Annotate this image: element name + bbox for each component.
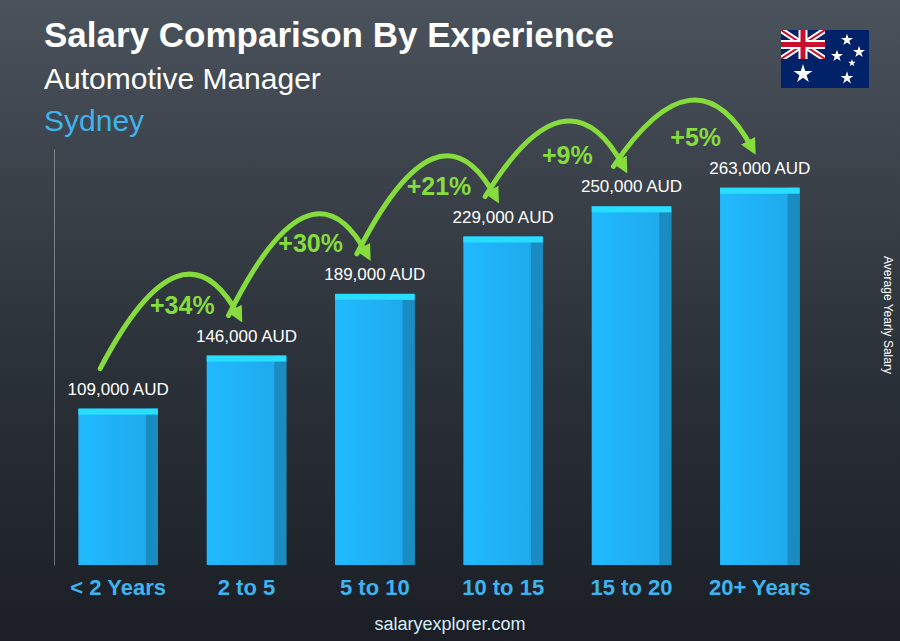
flag	[781, 30, 869, 88]
data-label: 250,000 AUD	[581, 177, 682, 196]
bar-top	[207, 356, 287, 362]
uj-diagonal-red	[781, 30, 825, 59]
background	[0, 0, 900, 641]
bar-top	[463, 237, 543, 243]
annotation: +5%	[670, 123, 721, 151]
data-label: 109,000 AUD	[68, 380, 169, 399]
bar	[463, 237, 543, 565]
x-tick: 2 to 5	[218, 575, 275, 600]
annotation-arrow	[357, 156, 495, 254]
data-label: 189,000 AUD	[324, 265, 425, 284]
annotation-arrow	[229, 214, 367, 316]
title: Salary Comparison By Experience	[44, 15, 614, 54]
x-tick: < 2 Years	[70, 575, 166, 600]
uj-diagonal-white	[781, 30, 825, 59]
x-tick: 15 to 20	[591, 575, 673, 600]
data-label: 263,000 AUD	[709, 159, 810, 178]
data-label: 146,000 AUD	[196, 327, 297, 346]
x-axis: < 2 Years 2 to 5 5 to 10 10 to 15 15 to 20 20…	[70, 575, 810, 600]
annotation: +30%	[278, 229, 343, 257]
x-tick: 10 to 15	[462, 575, 544, 600]
union-jack	[781, 30, 825, 59]
x-tick-label: < 2 Years	[70, 575, 166, 600]
annotation: +34%	[150, 291, 215, 319]
annotation: +9%	[542, 141, 593, 169]
uj-cross-red	[781, 30, 825, 59]
bar-side	[403, 294, 415, 565]
location: Sydney	[44, 104, 144, 137]
flag-star	[831, 50, 843, 61]
flag-star	[841, 71, 854, 83]
x-tick-label: 2 to 5	[218, 575, 275, 600]
chart-svg: Salary Comparison By Experience Automotiv…	[0, 0, 900, 641]
bar-top	[335, 294, 415, 300]
bar	[207, 356, 287, 565]
data-labels: 109,000 AUD 146,000 AUD 189,000 AUD 229,000…	[68, 159, 811, 399]
x-tick-label: 15 to 20	[591, 575, 673, 600]
annotations: +34% +30% +21% +9% +5%	[100, 100, 752, 369]
bar	[335, 294, 415, 565]
bar-top	[720, 188, 800, 194]
source: salaryexplorer.com	[374, 614, 525, 634]
annotation-arrow	[485, 121, 623, 197]
annotation: +21%	[407, 172, 472, 200]
x-tick: 20+ Years	[709, 575, 811, 600]
flag-star	[848, 59, 856, 66]
x-tick-label: 10 to 15	[462, 575, 544, 600]
bars	[78, 188, 799, 565]
flag-star	[853, 46, 865, 57]
bar-side	[274, 356, 286, 565]
bar	[720, 188, 800, 565]
flag-star	[794, 64, 813, 82]
bar	[592, 206, 672, 565]
x-tick: 5 to 10	[340, 575, 410, 600]
subtitle: Automotive Manager	[44, 62, 321, 95]
chart-container: Salary Comparison By Experience Automotiv…	[0, 0, 900, 641]
bar	[78, 409, 158, 565]
y-label: Average Yearly Salary	[881, 256, 895, 374]
annotation-arrow	[614, 100, 752, 166]
bar-top	[78, 409, 158, 415]
y-axis	[54, 150, 55, 566]
uj-cross-white	[781, 30, 825, 59]
bar-side	[531, 237, 543, 565]
bar-side	[659, 206, 671, 565]
flag-star	[841, 34, 853, 45]
bar-side	[146, 409, 158, 565]
x-tick-label: 5 to 10	[340, 575, 410, 600]
annotation-arrow	[100, 274, 238, 369]
bar-top	[592, 206, 672, 212]
y-axis-line	[54, 150, 55, 566]
data-label: 229,000 AUD	[453, 208, 554, 227]
bar-side	[788, 188, 800, 565]
flag-field	[781, 30, 869, 88]
x-tick-label: 20+ Years	[709, 575, 811, 600]
